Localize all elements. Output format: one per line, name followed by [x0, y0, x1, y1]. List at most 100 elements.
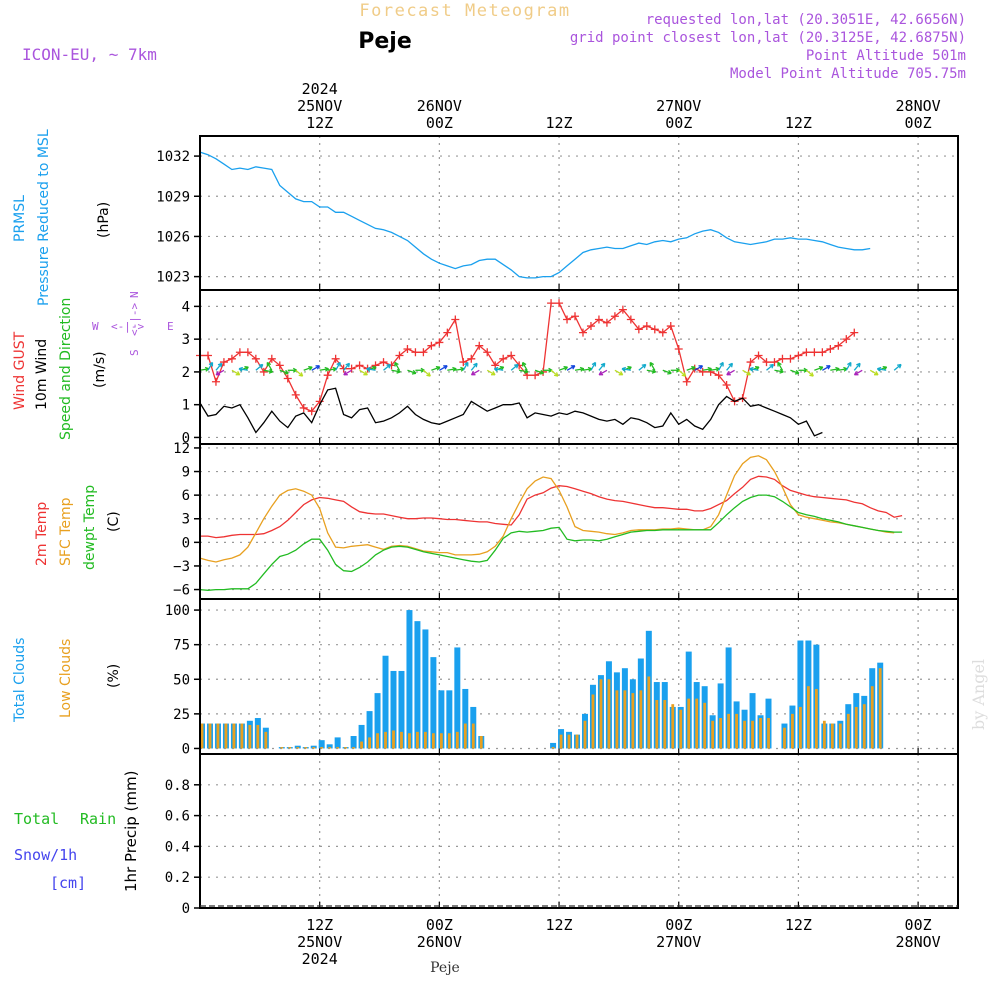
gust-marker — [778, 354, 787, 363]
wind-arrow-head — [208, 361, 214, 367]
ytick-label: 0.6 — [165, 809, 190, 825]
low-cloud-bar — [567, 734, 571, 749]
wind-arrow-shaft — [638, 363, 647, 371]
wind-arrow-shaft — [215, 369, 225, 376]
bottom-time-label: 12Z — [785, 916, 812, 934]
wind-arrow — [893, 363, 902, 371]
gust-marker — [411, 348, 420, 357]
low-cloud-bar — [400, 731, 403, 749]
low-cloud-bar — [671, 704, 675, 749]
wind-arrow-shaft — [391, 369, 401, 373]
label-precip-unit: 1hr Precip (mm) — [122, 771, 140, 892]
wind-arrow-shaft — [590, 362, 597, 371]
low-cloud-bar — [376, 733, 379, 749]
ytick-label: 3 — [182, 332, 190, 348]
wind-arrow-shaft — [662, 369, 672, 374]
wind-arrow-shaft — [343, 369, 352, 376]
wind-arrow-head — [524, 368, 529, 374]
low-cloud-bar — [200, 723, 204, 749]
compass-rose: W <-|-> E N <-|-> S — [92, 291, 174, 356]
low-cloud-bar — [368, 737, 371, 749]
gust-marker — [818, 348, 827, 357]
gust-marker — [834, 341, 843, 350]
wind-arrow-head — [726, 371, 731, 376]
wind-arrow-shaft — [343, 362, 350, 371]
wind-arrow-head — [452, 366, 457, 372]
wind-arrow — [279, 369, 289, 375]
wind-arrow — [853, 362, 861, 371]
low-cloud-bar — [791, 713, 794, 749]
low-cloud-bar — [431, 733, 435, 749]
total-cloud-bar — [366, 711, 373, 749]
low-cloud-bar — [599, 679, 603, 749]
wind-arrow-head — [266, 361, 272, 367]
wind-arrow-head — [238, 366, 244, 372]
low-cloud-bar — [679, 709, 683, 749]
wind-arrow-head — [315, 365, 321, 370]
wind-arrow-shaft — [790, 369, 800, 374]
panel-pressure: 1023 1026 1029 1032 — [156, 135, 959, 291]
wind-arrow-head — [641, 363, 647, 369]
wind-arrow — [319, 366, 329, 372]
label-pressure-unit: (hPa) — [96, 202, 112, 238]
top-time-label: 12Z — [785, 114, 812, 132]
label-wind-gust: Wind GUST — [12, 331, 28, 410]
low-cloud-bar — [703, 702, 707, 749]
low-cloud-bar — [862, 704, 866, 749]
wind-arrow — [439, 365, 448, 371]
ytick-label: 12 — [173, 441, 190, 457]
wind-arrow-head — [794, 369, 800, 375]
wind-arrow — [678, 369, 687, 377]
wind-arrow — [621, 366, 631, 372]
total-cloud-bar — [310, 745, 317, 749]
label-wind-10m: 10m Wind — [34, 339, 50, 410]
wind-arrow-head — [539, 369, 545, 375]
ytick-label: 4 — [182, 299, 190, 315]
wind-arrow — [510, 363, 519, 371]
low-cloud-bar — [799, 706, 802, 749]
label-rain: Rain — [80, 810, 116, 828]
label-temp-unit: (C) — [106, 511, 122, 532]
panel-frame — [199, 753, 959, 909]
gust-marker — [666, 322, 675, 331]
wind-arrow-shaft — [877, 368, 887, 371]
top-time-label: 28NOV — [896, 97, 941, 115]
wind-arrow-shaft — [777, 362, 784, 371]
wind-arrow-shaft — [394, 362, 401, 371]
gust-marker — [802, 348, 811, 357]
wind-arrow — [702, 366, 712, 372]
compass-e: E — [167, 320, 174, 333]
wind-arrow-shaft — [822, 365, 831, 371]
wind-arrow-shaft — [335, 362, 341, 371]
wind-arrow — [231, 369, 241, 376]
wind-arrow-shaft — [830, 368, 840, 371]
wind-arrow — [359, 369, 368, 376]
compass-vertical: <-|-> — [128, 303, 141, 336]
wind-arrow — [215, 362, 223, 371]
wind-arrow — [598, 369, 608, 376]
low-cloud-bar — [687, 698, 691, 749]
total-cloud-bar — [438, 690, 445, 749]
wind-arrow-head — [217, 362, 223, 368]
wind-arrow — [805, 369, 814, 377]
series-line-2m-temp — [200, 475, 903, 539]
gust-marker — [594, 315, 603, 324]
wind-arrow-shaft — [359, 369, 368, 376]
wind-arrow-shaft — [766, 363, 774, 371]
wind-arrow-shaft — [550, 369, 559, 377]
low-cloud-bar — [623, 690, 627, 749]
wind-arrow — [830, 366, 840, 372]
gust-marker — [722, 381, 731, 390]
gust-marker — [227, 354, 236, 363]
low-cloud-bar — [296, 747, 300, 749]
wind-arrow-shaft — [462, 362, 469, 371]
gust-marker — [267, 354, 276, 363]
low-cloud-bar — [615, 690, 619, 749]
top-time-label: 25NOV — [297, 97, 342, 115]
wind-arrow — [574, 366, 585, 372]
wind-arrow-shaft — [207, 362, 214, 371]
low-cloud-bar — [655, 700, 659, 749]
plot-area: 102310261029103201234−6−3036912025507510… — [156, 80, 959, 968]
gust-marker — [339, 364, 348, 373]
gust-marker — [634, 325, 643, 334]
